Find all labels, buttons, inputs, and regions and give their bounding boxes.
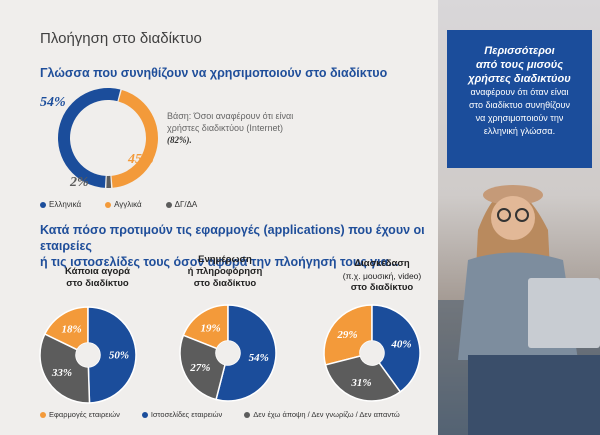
label-english-pct: 45% — [128, 152, 154, 167]
callout-body-1: αναφέρουν ότι όταν είναι — [470, 87, 569, 97]
pie1-title: Κάποια αγορά στο διαδίκτυο — [64, 266, 131, 289]
page-title: Πλοήγηση στο διαδίκτυο — [40, 30, 202, 47]
label-no-opinion-1: 33% — [51, 367, 72, 379]
label-apps-1: 18% — [61, 324, 81, 336]
label-greek-pct: 54% — [40, 95, 66, 110]
slice-dk — [106, 175, 112, 188]
legend-item-greek: Ελληνικά — [40, 200, 81, 209]
callout-headline-1: Περισσότεροι — [484, 45, 555, 57]
pie3-title: Διασκέδαση (π.χ. μουσική, video) στο δια… — [342, 258, 422, 293]
slice-english — [111, 89, 158, 188]
blue-dot-icon — [40, 201, 46, 208]
gray-dot-icon — [165, 201, 172, 208]
slice-greek — [57, 87, 121, 188]
orange-dot-icon — [40, 411, 46, 418]
callout-body-3: να χρησιμοποιούν την — [475, 113, 564, 123]
apps-legend: Εφαρμογές εταιρειών Ιστοσελίδες εταιρειώ… — [40, 410, 400, 419]
section2-title: Κατά πόσο προτιμούν τις εφαρμογές (appli… — [40, 223, 425, 269]
pie-chart-shopping: 18% 50% 33% — [39, 306, 137, 404]
label-apps-2: 19% — [200, 322, 220, 334]
legend-item-websites: Ιστοσελίδες εταιρειών — [141, 410, 222, 419]
legend-item-english: Αγγλικά — [105, 200, 142, 209]
pie-chart-information: 19% 54% 27% — [179, 304, 277, 402]
legend-item-no-opinion: Δεν έχω άποψη / Δεν γνωρίζω / Δεν απαντώ — [244, 410, 400, 419]
callout-headline-3: χρήστες διαδικτύου — [468, 73, 571, 85]
label-websites-2: 54% — [249, 352, 269, 364]
callout-box: Περισσότεροι από τους μισούς χρήστες δια… — [447, 30, 592, 168]
section1-title: Γλώσσα που συνηθίζουν να χρησιμοποιούν σ… — [40, 66, 388, 80]
pie-center-hole — [216, 341, 240, 365]
base-note: Βάση: Όσοι αναφέρουν ότι είναι χρήστες δ… — [167, 110, 317, 146]
label-apps-3: 29% — [336, 329, 357, 341]
base-note-pct: (82%). — [167, 135, 192, 145]
callout-body-2: στο διαδίκτυο συνηθίζουν — [469, 100, 570, 110]
pie-center-hole — [76, 343, 100, 367]
language-donut-chart — [57, 87, 158, 188]
label-no-opinion-2: 27% — [189, 362, 210, 374]
label-websites-3: 40% — [390, 338, 411, 350]
callout-body-4: ελληνική γλώσσα. — [483, 126, 556, 136]
language-legend: Ελληνικά Αγγλικά ΔΓ/ΔΑ — [40, 200, 197, 209]
legend-item-dk: ΔΓ/ΔΑ — [165, 200, 197, 209]
pie-center-hole — [360, 341, 384, 365]
blue-dot-icon — [141, 411, 148, 418]
base-note-line1: Βάση: Όσοι αναφέρουν ότι είναι — [167, 111, 294, 121]
slice-apps-3 — [323, 304, 373, 366]
student-photo — [438, 185, 600, 435]
pie-chart-entertainment: 29% 40% 31% — [323, 304, 421, 402]
gray-dot-icon — [244, 411, 251, 418]
legend-item-apps: Εφαρμογές εταιρειών — [40, 410, 120, 419]
label-no-opinion-3: 31% — [350, 377, 371, 389]
label-dk-pct: 2% — [70, 175, 89, 190]
orange-dot-icon — [105, 201, 112, 208]
label-websites-1: 50% — [109, 350, 129, 362]
pie2-title: Ενημέρωση ή πληροφόρηση στο διαδίκτυο — [187, 254, 263, 289]
callout-headline-2: από τους μισούς — [475, 59, 564, 71]
base-note-line2: χρήστες διαδικτύου (Internet) — [167, 123, 283, 133]
